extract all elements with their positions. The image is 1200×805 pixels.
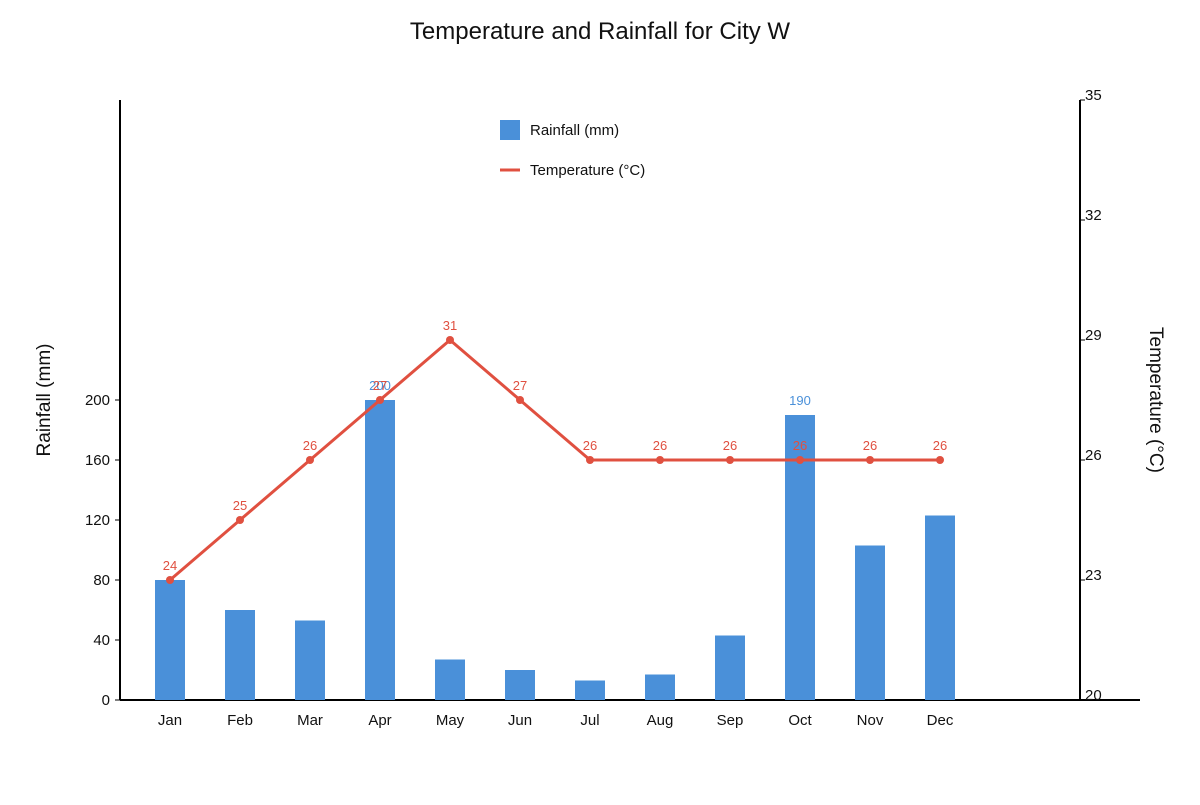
- right-tick-label: 35: [1085, 87, 1102, 104]
- temperature-point: [936, 456, 944, 464]
- legend-temperature-label: Temperature (°C): [530, 162, 645, 179]
- rainfall-bar: [715, 635, 745, 700]
- temperature-point: [446, 336, 454, 344]
- rainfall-bar: [225, 610, 255, 700]
- x-tick-label: Sep: [717, 712, 744, 729]
- temperature-data-label: 27: [513, 378, 527, 393]
- right-tick-label: 29: [1085, 327, 1102, 344]
- left-tick-label: 80: [93, 572, 110, 589]
- x-tick-label: Mar: [297, 712, 323, 729]
- temperature-data-label: 25: [233, 498, 247, 513]
- left-axis-title: Rainfall (mm): [34, 344, 55, 457]
- temperature-data-label: 26: [723, 438, 737, 453]
- x-tick-label: Dec: [927, 712, 954, 729]
- temperature-data-label: 26: [653, 438, 667, 453]
- x-tick-label: Jul: [580, 712, 599, 729]
- left-tick-label: 120: [85, 512, 110, 529]
- temperature-data-label: 31: [443, 318, 457, 333]
- temperature-point: [586, 456, 594, 464]
- right-tick-label: 32: [1085, 207, 1102, 224]
- legend-rainfall-swatch: [500, 120, 520, 140]
- temperature-data-label: 27: [373, 378, 387, 393]
- temperature-data-label: 26: [583, 438, 597, 453]
- left-tick-label: 160: [85, 452, 110, 469]
- x-tick-label: Jan: [158, 712, 182, 729]
- x-tick-label: Nov: [857, 712, 884, 729]
- left-tick-label: 40: [93, 632, 110, 649]
- chart-title: Temperature and Rainfall for City W: [409, 18, 791, 45]
- temperature-point: [236, 516, 244, 524]
- temperature-point: [166, 576, 174, 584]
- rainfall-bar: [575, 680, 605, 700]
- x-tick-label: Oct: [788, 712, 812, 729]
- rainfall-data-label: 190: [789, 393, 811, 408]
- rainfall-bar: [855, 545, 885, 700]
- temperature-point: [376, 396, 384, 404]
- rainfall-bar: [365, 400, 395, 700]
- temperature-point: [866, 456, 874, 464]
- x-tick-label: Feb: [227, 712, 253, 729]
- temperature-data-label: 26: [863, 438, 877, 453]
- temperature-point: [516, 396, 524, 404]
- left-tick-label: 200: [85, 392, 110, 409]
- temperature-data-label: 26: [933, 438, 947, 453]
- temperature-point: [796, 456, 804, 464]
- x-tick-label: Apr: [368, 712, 391, 729]
- rainfall-bar: [435, 659, 465, 700]
- temperature-line: [169, 338, 940, 582]
- temperature-point: [306, 456, 314, 464]
- x-tick-label: May: [436, 712, 465, 729]
- x-tick-label: Aug: [647, 712, 674, 729]
- rainfall-data-label: 200: [369, 378, 391, 393]
- right-axis-title: Temperature (°C): [1145, 327, 1166, 473]
- rainfall-bar: [505, 670, 535, 700]
- temperature-data-label: 26: [793, 438, 807, 453]
- temperature-data-label: 26: [303, 438, 317, 453]
- right-tick-label: 23: [1085, 567, 1102, 584]
- right-tick-label: 20: [1085, 687, 1102, 704]
- legend-rainfall-label: Rainfall (mm): [530, 122, 619, 139]
- rainfall-bar: [295, 620, 325, 700]
- temperature-data-label: 24: [163, 558, 177, 573]
- rainfall-bar: [155, 580, 185, 700]
- left-tick-label: 0: [102, 692, 110, 709]
- x-tick-label: Jun: [508, 712, 532, 729]
- temperature-point: [726, 456, 734, 464]
- rainfall-bar: [645, 674, 675, 700]
- right-tick-label: 26: [1085, 447, 1102, 464]
- rainfall-bar: [925, 515, 955, 700]
- temperature-point: [656, 456, 664, 464]
